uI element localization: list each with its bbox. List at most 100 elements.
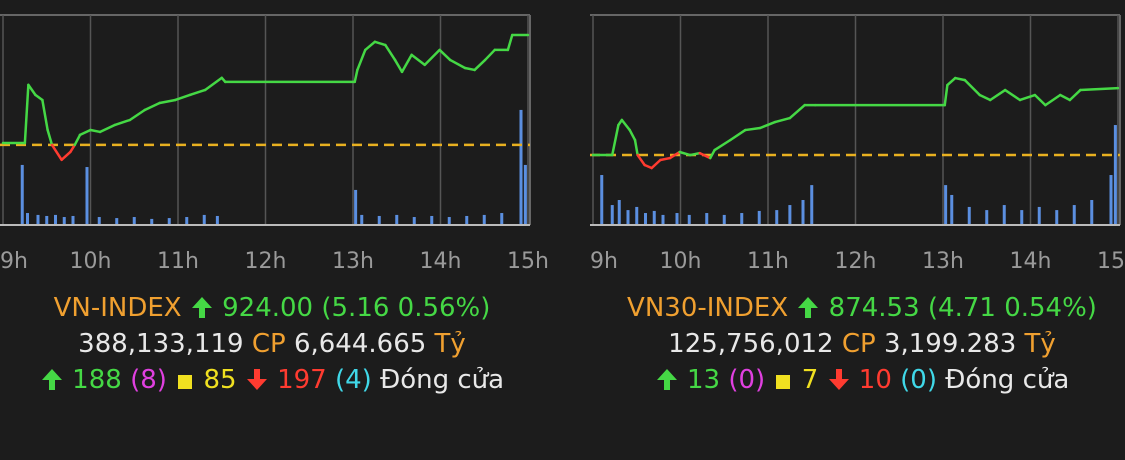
price-line	[189, 88, 207, 97]
volume-bar	[523, 164, 527, 225]
volume-bar	[62, 217, 66, 225]
price-line	[46, 128, 54, 147]
price-line	[506, 33, 514, 52]
volume-bar	[757, 210, 761, 225]
volume-bar	[71, 215, 75, 225]
x-tick-label: 9h	[590, 249, 618, 274]
volume-bar	[26, 213, 29, 225]
volume-bar	[97, 217, 101, 225]
price-line	[203, 76, 223, 92]
volume-bar	[54, 214, 57, 225]
volume-bar	[635, 206, 639, 225]
value: 6,644.665	[293, 329, 427, 359]
price-line	[128, 108, 146, 122]
price-line	[678, 150, 692, 157]
volume-unit: CP	[251, 329, 286, 359]
status: Đóng cửa	[945, 365, 1070, 395]
price-line	[1059, 93, 1072, 102]
price-line	[50, 143, 63, 162]
price-line	[438, 48, 452, 62]
price-line	[1018, 93, 1037, 102]
volume-bar	[395, 214, 399, 225]
price-line	[113, 118, 132, 127]
index-change: 924.00 (5.16 0.56%)	[222, 293, 491, 323]
volume-bar	[185, 217, 189, 225]
volume-bar	[985, 210, 989, 225]
price-line	[27, 83, 37, 97]
volume-bar	[447, 217, 451, 225]
price-line	[69, 143, 76, 154]
price-line	[98, 123, 117, 134]
index-name: VN30-INDEX	[627, 293, 789, 323]
square	[178, 375, 193, 389]
x-tick-label: 10h	[660, 249, 702, 274]
summary-line: 388,133,119 CP 6,644.665 Tỷ	[0, 326, 552, 362]
price-line	[34, 93, 44, 102]
volume-bar	[801, 200, 805, 225]
x-tick-label: 9h	[0, 249, 28, 274]
summary-line: VN30-INDEX 874.53 (4.71 0.54%)	[582, 290, 1125, 326]
price-line	[978, 93, 992, 102]
price-line	[1003, 88, 1022, 102]
volume-bar	[722, 214, 726, 225]
volume-bar	[600, 175, 604, 225]
price-line	[688, 151, 701, 157]
price-line	[373, 40, 387, 47]
price-line	[384, 43, 397, 62]
value-unit: Tỷ	[1024, 329, 1056, 359]
summary: VN30-INDEX 874.53 (4.71 0.54%) 125,756,0…	[582, 290, 1125, 398]
price-line	[636, 153, 646, 167]
up-arrow	[41, 369, 62, 390]
volume-bar	[1055, 210, 1059, 225]
x-tick-label: 15h	[1097, 249, 1125, 274]
price-line	[73, 133, 82, 147]
price-line	[713, 138, 732, 152]
volume-bar	[675, 213, 679, 225]
index-change: 874.53 (4.71 0.54%)	[828, 293, 1097, 323]
volume-bar	[430, 215, 434, 225]
value: 3,199.283	[883, 329, 1017, 359]
volume-bar	[652, 210, 656, 225]
price-line	[611, 123, 620, 157]
volume-bar	[1072, 205, 1076, 225]
price-line	[659, 156, 672, 162]
price-line	[364, 40, 377, 52]
price-line	[1079, 86, 1120, 92]
volume-bar	[202, 214, 206, 225]
volume-bar	[412, 217, 416, 225]
price-line	[23, 83, 30, 145]
price-line	[41, 98, 49, 132]
up-arrow	[656, 369, 677, 390]
price-line	[633, 138, 639, 157]
volume-bar	[1002, 205, 1006, 225]
volume-bar	[740, 213, 744, 225]
volume-bar	[519, 109, 523, 225]
summary-line: 125,756,012 CP 3,199.283 Tỷ	[582, 326, 1125, 362]
x-tick-label: 13h	[332, 249, 374, 274]
price-line	[628, 128, 637, 142]
price-line	[78, 128, 92, 137]
price-line	[356, 48, 367, 72]
volume-bar	[967, 206, 971, 225]
price-line	[709, 148, 716, 160]
price-line	[353, 68, 359, 84]
floor: (4)	[334, 365, 372, 395]
volume-bar	[687, 214, 691, 225]
price-line	[400, 53, 413, 74]
x-tick-label: 15h	[507, 249, 549, 274]
volume-bar	[1109, 175, 1113, 225]
volume-bar	[644, 213, 647, 225]
volume-bar	[661, 214, 665, 225]
price-line	[773, 116, 792, 124]
price-line	[463, 66, 476, 72]
price-line	[60, 150, 72, 162]
price-line	[1068, 88, 1082, 102]
price-line	[483, 48, 496, 62]
volume: 125,756,012	[668, 329, 834, 359]
price-line	[943, 83, 949, 107]
price-line	[643, 163, 653, 170]
volume-bar	[115, 218, 119, 225]
declines: 197	[277, 365, 327, 395]
floor: (0)	[900, 365, 937, 395]
